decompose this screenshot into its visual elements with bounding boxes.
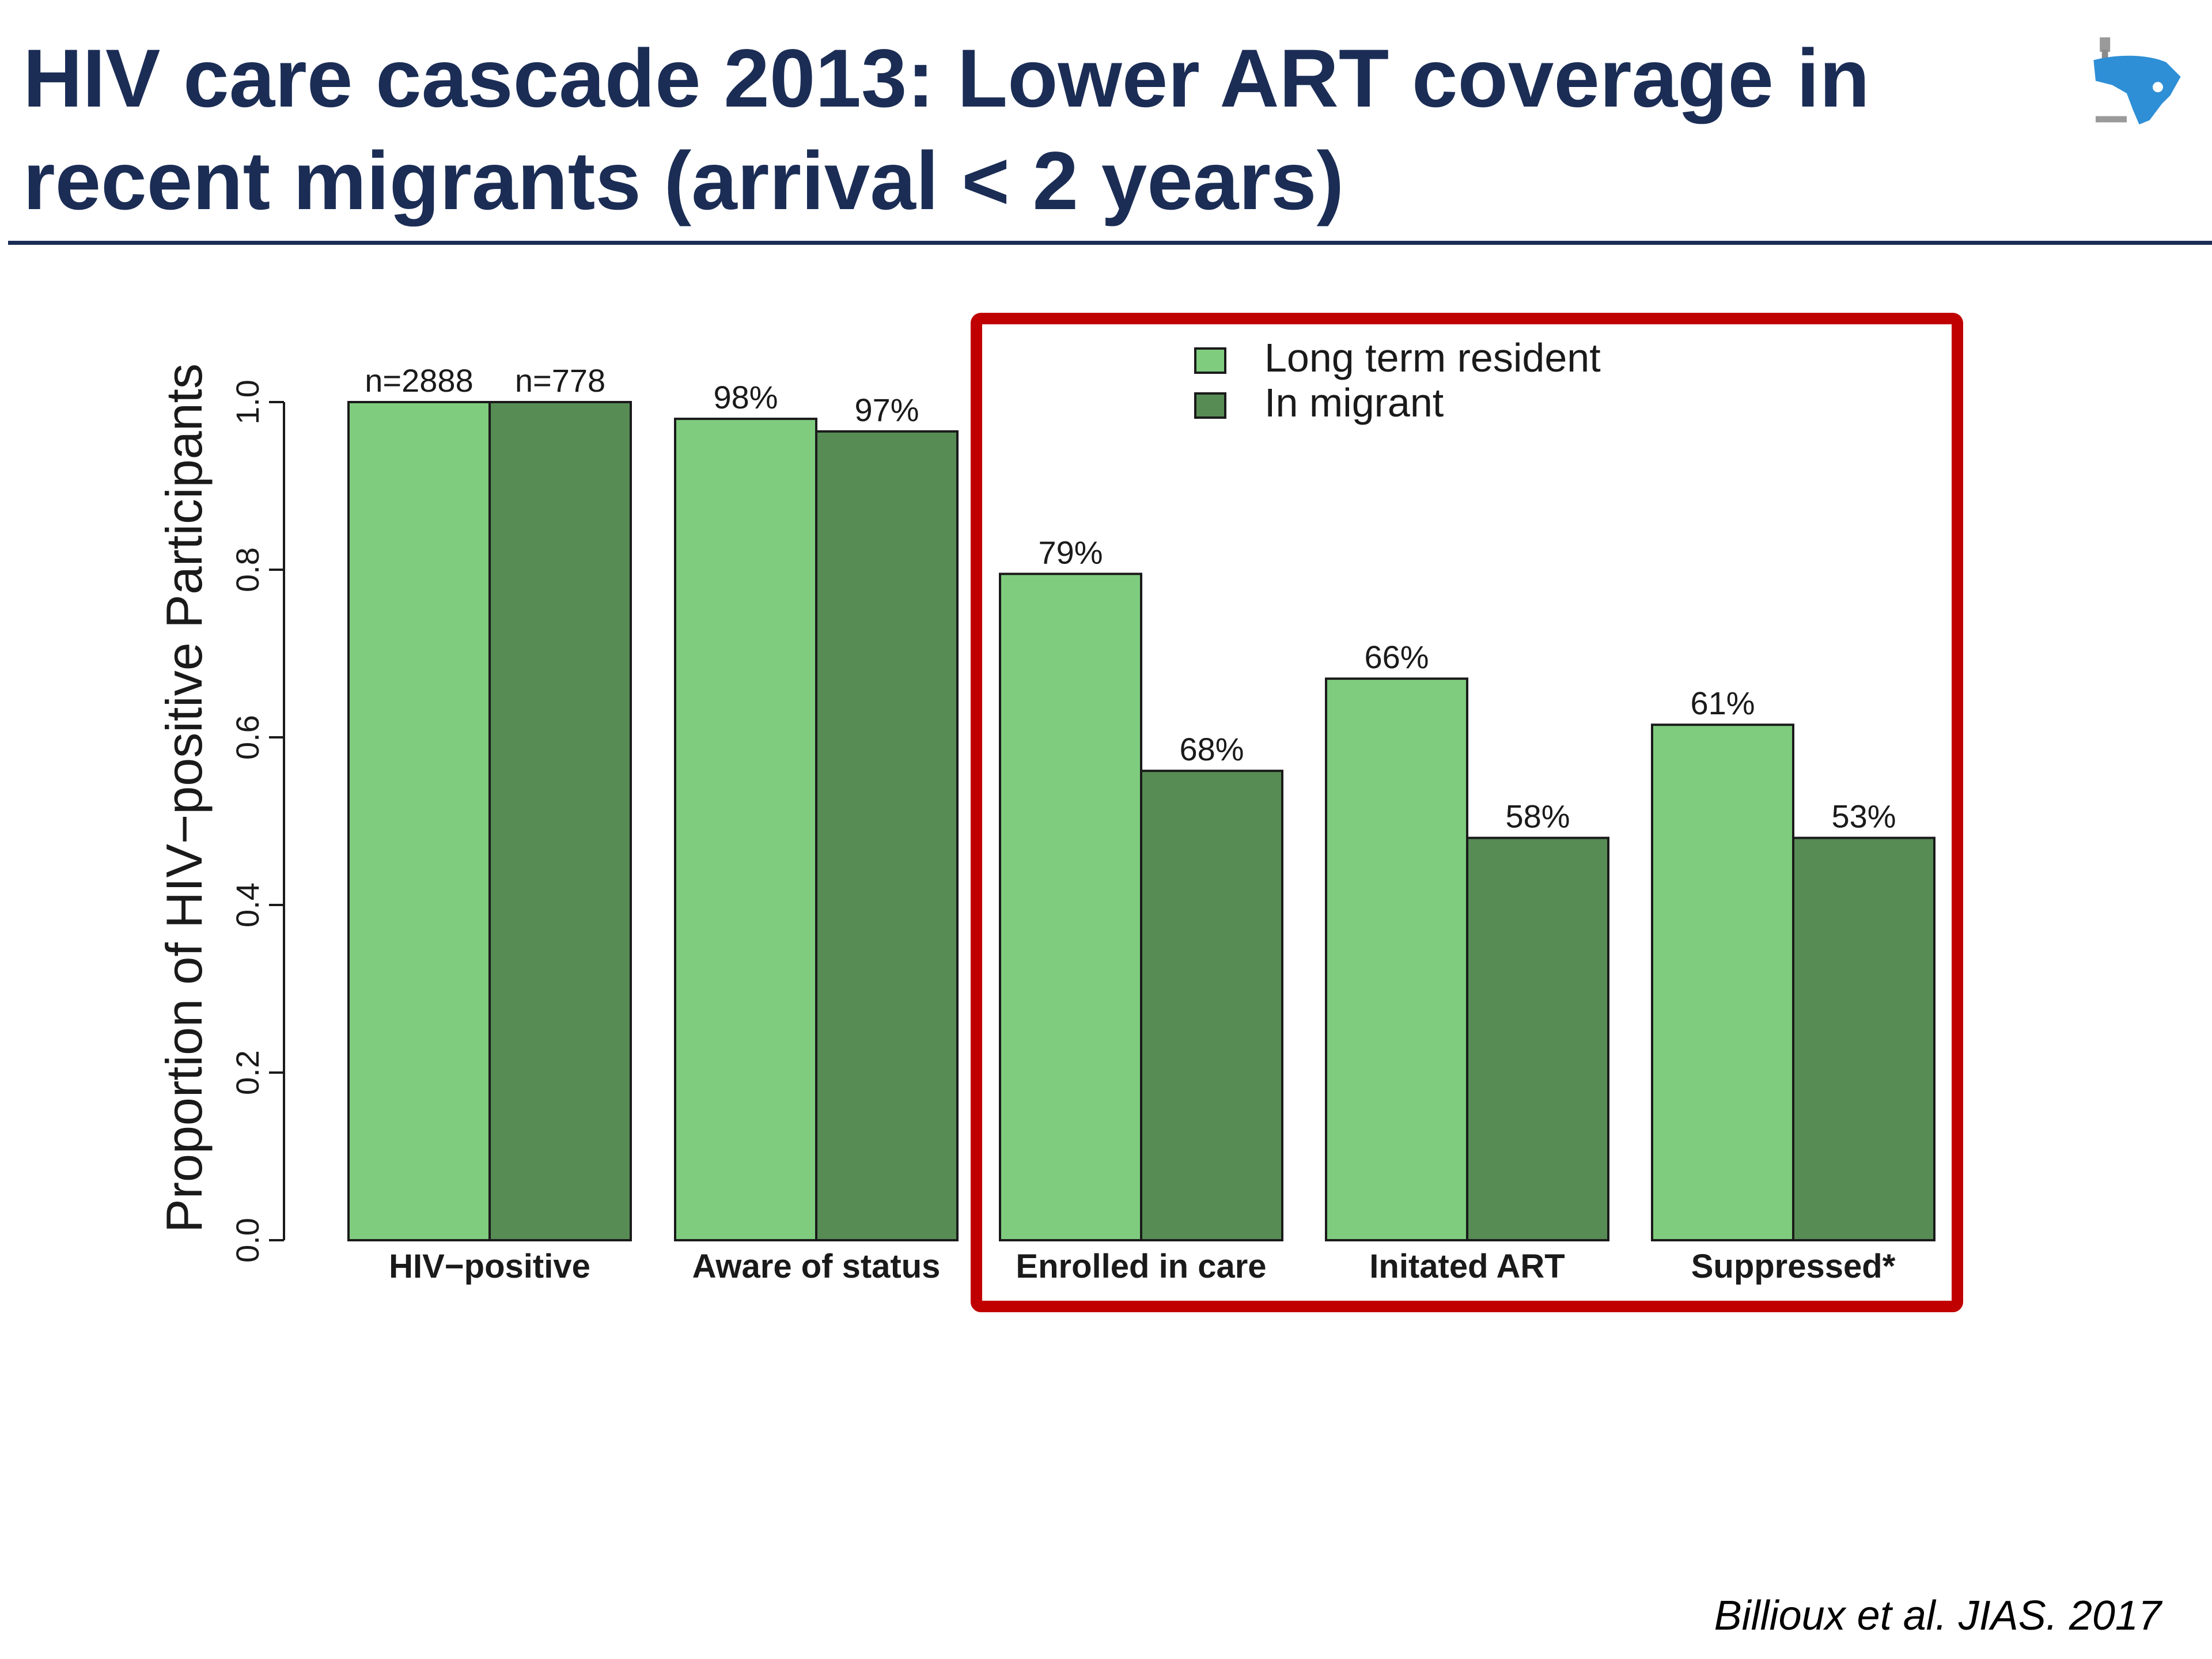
y-tick-label: 1.0 [229,380,266,425]
bar-value-label: 98% [713,379,778,415]
bar-value-label: 61% [1690,685,1755,721]
bar-value-label: 97% [854,392,919,428]
citation: Billioux et al. JIAS. 2017 [1714,1593,2161,1639]
x-tick-label: HIV−positive [389,1248,590,1285]
microscope-base [2096,116,2127,123]
y-tick-label: 0.2 [229,1050,266,1095]
bar-migrant-1 [815,430,959,1241]
bars-layer [347,401,1936,1242]
bar-migrant-0 [488,401,632,1241]
bar-value-label: n=2888 [365,362,473,399]
y-axis-title: Proportion of HIV−positive Participants [156,363,213,1233]
y-tick-label: 0.8 [229,547,266,592]
bar-resident-4 [1651,724,1794,1242]
microscope-eyepiece [2100,37,2111,52]
microscope-africa-icon [2093,37,2181,124]
bar-value-label: n=778 [515,362,605,399]
bar-resident-2 [999,573,1142,1241]
bar-value-label: 79% [1038,534,1103,570]
x-axis-labels: HIV−positive Aware of status Enrolled in c… [389,1248,1896,1285]
bar-resident-3 [1325,677,1468,1241]
legend-swatch [1194,347,1226,374]
map-marker [2153,82,2163,93]
bar-value-label: 68% [1179,731,1244,767]
bar-resident-0 [347,401,491,1241]
legend-swatch [1194,392,1226,419]
bar-value-label: 58% [1505,798,1570,835]
slide-title: HIV care cascade 2013: Lower ART coverag… [23,33,1870,227]
y-tick-label: 0.0 [229,1218,266,1263]
bar-migrant-4 [1792,836,1936,1241]
y-tick-label: 0.4 [229,882,266,927]
legend-label: In migrant [1264,380,1444,425]
bar-value-label: 53% [1831,798,1896,835]
bar-labels-layer: n=2888 n=778 98% 97% 79% 68% 66% 58% 61% 53% [365,362,1896,835]
africa-map-shape [2093,55,2181,124]
x-tick-label: Enrolled in care [1016,1248,1266,1285]
bar-migrant-2 [1140,770,1283,1241]
title-divider [8,241,2212,245]
y-tick-label: 0.6 [229,715,266,760]
y-axis: 0.0 0.2 0.4 0.6 0.8 1.0 [229,380,285,1263]
bar-resident-1 [674,418,817,1241]
bar-value-label: 66% [1364,639,1429,675]
x-tick-label: Initated ART [1369,1248,1565,1285]
legend-label: Long term resident [1264,335,1601,380]
x-tick-label: Suppressed* [1691,1248,1896,1285]
bar-migrant-3 [1466,836,1609,1241]
highlight-box [971,313,1963,1312]
x-tick-label: Aware of status [692,1248,941,1285]
